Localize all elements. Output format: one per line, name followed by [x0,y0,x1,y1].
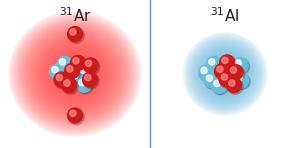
Ellipse shape [64,63,80,79]
Ellipse shape [50,64,64,79]
Ellipse shape [70,72,86,88]
Ellipse shape [50,65,66,81]
Ellipse shape [11,13,139,135]
Ellipse shape [222,57,228,63]
Ellipse shape [67,66,73,72]
Ellipse shape [83,73,99,89]
Ellipse shape [82,72,98,87]
Ellipse shape [214,64,230,79]
Ellipse shape [68,108,82,123]
Ellipse shape [233,73,248,88]
Ellipse shape [58,57,74,73]
Ellipse shape [61,78,76,93]
Ellipse shape [70,110,76,116]
Ellipse shape [77,78,93,94]
Ellipse shape [64,80,70,86]
Ellipse shape [185,35,265,113]
Ellipse shape [206,56,221,71]
Ellipse shape [236,75,242,81]
Ellipse shape [220,56,236,72]
Ellipse shape [206,75,213,81]
Ellipse shape [234,59,250,74]
Ellipse shape [233,58,248,73]
Ellipse shape [221,74,228,80]
Text: $^{31}$Ar: $^{31}$Ar [58,6,92,25]
Ellipse shape [201,67,207,74]
Ellipse shape [208,59,215,65]
Ellipse shape [212,79,228,95]
Ellipse shape [227,79,243,94]
Ellipse shape [56,74,63,81]
Ellipse shape [226,78,242,93]
Ellipse shape [215,65,231,81]
Ellipse shape [70,55,86,70]
Ellipse shape [71,56,87,72]
Ellipse shape [229,66,245,81]
Ellipse shape [186,36,264,112]
Ellipse shape [55,73,71,89]
Ellipse shape [78,65,93,80]
Ellipse shape [234,74,250,89]
Ellipse shape [52,66,58,73]
Ellipse shape [207,57,223,73]
Ellipse shape [59,59,66,65]
Ellipse shape [79,66,95,82]
Ellipse shape [76,77,92,92]
Ellipse shape [57,56,72,71]
Ellipse shape [69,71,84,86]
Ellipse shape [199,65,214,80]
Ellipse shape [68,26,82,42]
Ellipse shape [85,60,92,66]
Ellipse shape [85,74,91,81]
Ellipse shape [229,80,235,86]
Ellipse shape [228,65,243,80]
Ellipse shape [212,78,226,93]
Ellipse shape [62,79,78,94]
Ellipse shape [80,67,87,74]
Ellipse shape [220,73,236,88]
Ellipse shape [12,15,138,133]
Ellipse shape [205,74,221,89]
Ellipse shape [84,59,100,75]
Ellipse shape [183,33,267,115]
Ellipse shape [9,12,141,136]
Ellipse shape [14,17,136,132]
Ellipse shape [54,72,69,87]
Ellipse shape [230,67,237,73]
Ellipse shape [217,66,223,72]
Ellipse shape [79,79,85,86]
Text: $^{31}$Al: $^{31}$Al [210,6,240,25]
Ellipse shape [83,58,98,73]
Ellipse shape [200,66,215,82]
Ellipse shape [219,72,234,87]
Ellipse shape [70,29,76,35]
Ellipse shape [73,58,79,64]
Ellipse shape [235,60,242,66]
Ellipse shape [220,55,235,70]
Ellipse shape [68,28,84,43]
Ellipse shape [68,109,84,125]
Ellipse shape [214,80,220,87]
Ellipse shape [184,34,266,114]
Ellipse shape [204,73,219,88]
Ellipse shape [71,73,78,79]
Ellipse shape [65,65,81,80]
